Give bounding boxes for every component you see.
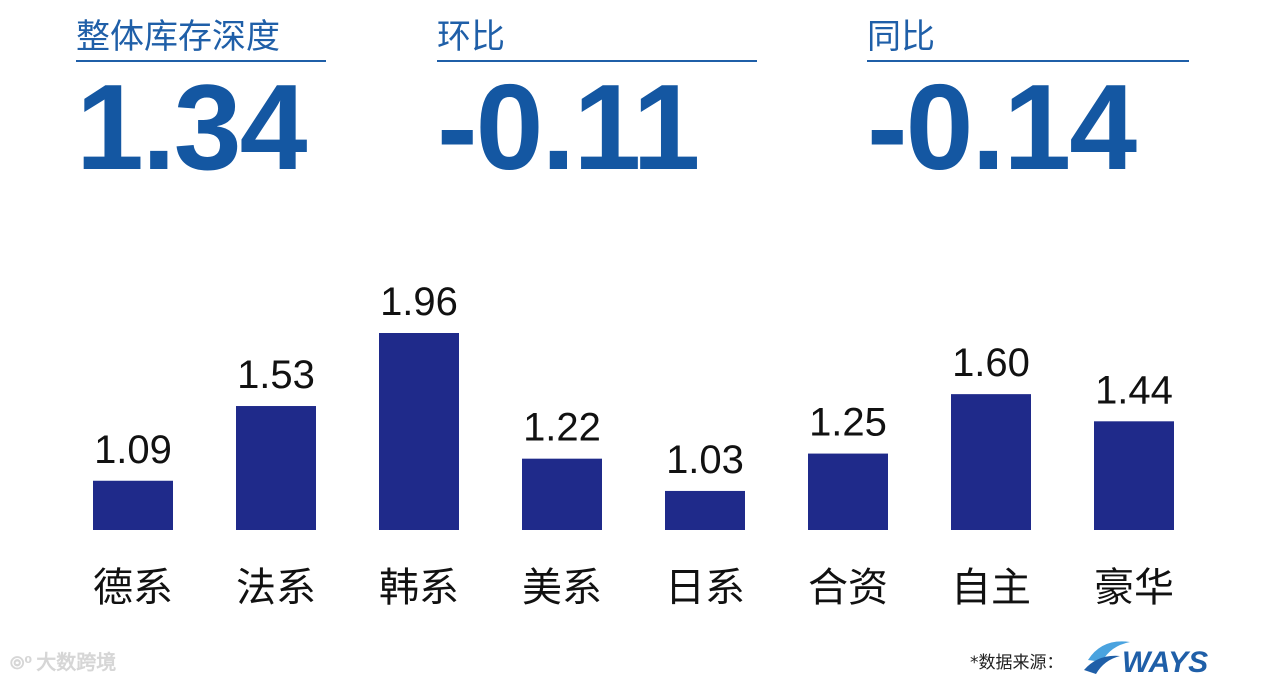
category-label: 日系 <box>665 565 745 611</box>
category-label: 法系 <box>236 565 316 611</box>
bar-2 <box>379 333 459 530</box>
bar-value-label: 1.60 <box>952 341 1030 385</box>
bar-0 <box>93 480 173 530</box>
bar-value-label: 1.44 <box>1095 368 1173 412</box>
bar-value-label: 1.53 <box>237 353 315 397</box>
bar-value-label: 1.25 <box>809 401 887 445</box>
category-label: 自主 <box>951 565 1031 611</box>
bar-value-label: 1.03 <box>666 438 744 482</box>
watermark-text: 大数跨境 <box>36 650 117 674</box>
ways-logo-swoosh-icon <box>1084 655 1120 674</box>
kpi-label: 环比 <box>437 14 757 62</box>
bar-6 <box>951 394 1031 530</box>
bar-7 <box>1094 421 1174 530</box>
bar-1 <box>236 406 316 530</box>
bar-3 <box>522 458 602 530</box>
kpi-value: -0.11 <box>437 59 700 195</box>
kpi-value: 1.34 <box>76 59 307 195</box>
category-label: 美系 <box>522 565 602 611</box>
bar-value-label: 1.22 <box>523 406 601 450</box>
kpi-month-over-month: 环比 -0.11 <box>437 14 757 190</box>
kpi-label: 同比 <box>867 14 1189 62</box>
kpi-value: -0.14 <box>867 59 1137 195</box>
watermark: ⦾⁰ 大数跨境 <box>10 646 116 675</box>
bar-value-label: 1.09 <box>94 428 172 472</box>
category-label: 德系 <box>93 565 173 611</box>
bar-5 <box>808 453 888 530</box>
category-label: 韩系 <box>379 565 459 611</box>
kpi-year-over-year: 同比 -0.14 <box>867 14 1189 190</box>
ways-logo-swoosh-icon <box>1088 641 1130 662</box>
ways-logo-text: WAYS <box>1122 646 1208 678</box>
bar-4 <box>665 490 745 530</box>
data-source-label: *数据来源： <box>970 653 1064 673</box>
bar-value-label: 1.96 <box>380 280 458 324</box>
kpi-overall-inventory-depth: 整体库存深度 1.34 <box>76 14 326 190</box>
category-label: 合资 <box>808 565 888 611</box>
kpi-label: 整体库存深度 <box>76 14 326 62</box>
ways-logo: WAYS <box>1084 641 1208 678</box>
category-label: 豪华 <box>1094 565 1174 611</box>
watermark-logo-icon: ⦾⁰ <box>10 653 33 674</box>
